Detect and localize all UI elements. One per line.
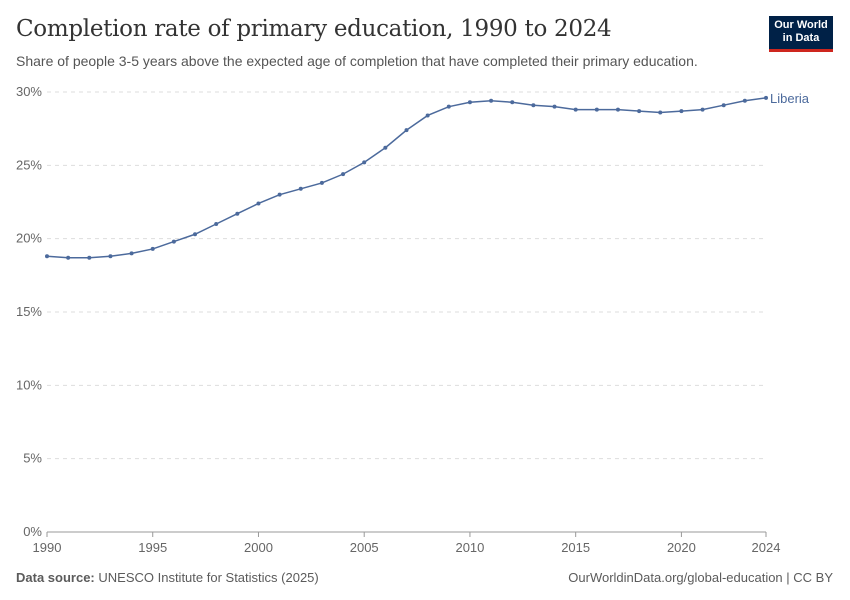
data-point [764,95,768,100]
data-point [341,172,346,177]
chart-title: Completion rate of primary education, 19… [16,16,612,42]
x-tick-label: 1990 [33,540,62,555]
source-link[interactable]: UNESCO Institute for Statistics (2025) [98,570,319,585]
data-point [510,100,515,105]
data-point [256,201,261,206]
x-tick-label: 1995 [138,540,167,555]
chart-subtitle: Share of people 3-5 years above the expe… [16,53,698,69]
data-point [193,232,198,237]
data-point [214,222,219,226]
x-tick-label: 2005 [350,540,379,555]
data-point [87,255,92,260]
data-point [66,255,71,260]
data-point [171,239,176,244]
data-point [108,254,113,259]
data-point [700,107,705,112]
data-point [467,100,472,105]
data-point [129,251,134,256]
data-point [594,107,599,112]
footer-link[interactable]: OurWorldinData.org/global-education | CC… [568,570,833,585]
data-point [552,104,557,109]
data-point [45,254,49,259]
data-point [383,145,388,150]
owid-logo[interactable]: Our World in Data [769,16,833,52]
data-point [615,107,620,112]
data-point [277,192,282,197]
y-tick-label: 10% [16,377,42,392]
x-tick-label: 2024 [752,540,781,555]
data-point [319,180,324,185]
y-tick-label: 5% [23,451,42,466]
data-source: Data source: UNESCO Institute for Statis… [16,570,319,585]
y-tick-label: 20% [16,231,42,246]
line-chart: 0% 5% 10% 15% 20% 25% 30% 1990 1995 2000 2005 2010 2… [16,84,810,555]
data-point [446,104,451,109]
data-point [573,107,578,112]
data-point [298,186,303,191]
y-tick-label: 15% [16,304,42,319]
source-label: Data source: [16,570,95,585]
data-point [531,103,536,108]
y-tick-label: 30% [16,84,42,99]
data-point [150,246,155,251]
data-point [658,110,663,115]
data-point [489,98,494,103]
data-point [637,109,642,114]
data-point [235,211,240,216]
series-line-liberia [46,97,767,259]
data-point [721,103,726,108]
x-tick-label: 2000 [244,540,273,555]
series-label: Liberia [770,91,810,106]
data-point [742,98,747,103]
y-tick-label: 25% [16,157,42,172]
data-point [404,128,409,133]
y-tick-label: 0% [23,524,42,539]
data-point [679,109,684,114]
x-tick-label: 2015 [561,540,590,555]
data-point [362,160,367,165]
x-tick-label: 2020 [667,540,696,555]
x-tick-label: 2010 [455,540,484,555]
data-point [425,113,430,118]
